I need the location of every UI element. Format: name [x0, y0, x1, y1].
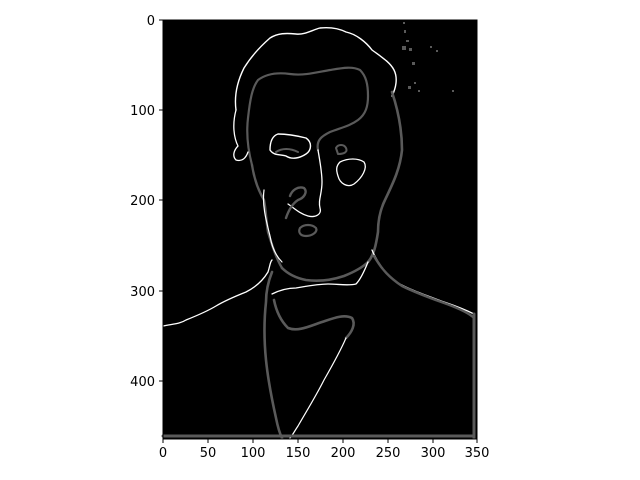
edge-ear-left	[233, 109, 249, 162]
edge-noise	[402, 22, 454, 92]
edge-shirt-line	[289, 337, 347, 439]
y-tick-label: 300	[130, 285, 155, 300]
x-tick-label: 50	[200, 446, 217, 461]
x-tick-label: 350	[465, 446, 490, 461]
x-tick-label: 300	[421, 446, 446, 461]
edge-hair-inner	[246, 66, 370, 167]
edge-head-outer	[234, 26, 397, 111]
edge-mouth	[298, 223, 318, 238]
edge-nose-dim	[284, 186, 307, 220]
edge-beard-left	[262, 189, 283, 263]
y-tick-label: 200	[130, 194, 155, 209]
y-tick-label: 400	[130, 375, 155, 390]
edge-eye-right-lower	[336, 158, 366, 187]
x-tick-label: 100	[241, 446, 266, 461]
edge-collar-left	[263, 270, 284, 440]
edge-face-right	[280, 90, 404, 283]
y-axis: 0 100 200 300 400	[130, 14, 163, 390]
x-tick-label: 200	[331, 446, 356, 461]
y-tick-label: 100	[130, 104, 155, 119]
edge-eye-left-inner	[275, 148, 299, 153]
x-axis: 0 50 100 150 200 250 300 350	[159, 439, 490, 461]
edge-shoulder-left	[162, 259, 273, 327]
edge-eye-left	[269, 133, 312, 159]
edge-image	[161, 22, 476, 440]
axes-frame	[162, 19, 478, 440]
x-tick-label: 150	[286, 446, 311, 461]
y-tick-label: 0	[147, 14, 155, 29]
edge-neck-right	[271, 261, 369, 295]
image-axes	[161, 20, 477, 440]
edge-image-background	[163, 20, 477, 439]
x-tick-label: 0	[159, 446, 167, 461]
edge-shoulder-right-dim	[372, 254, 476, 320]
edge-nose	[287, 149, 323, 218]
edge-collar-right	[272, 298, 355, 340]
edge-eye-right	[335, 144, 348, 155]
x-tick-label: 250	[376, 446, 401, 461]
